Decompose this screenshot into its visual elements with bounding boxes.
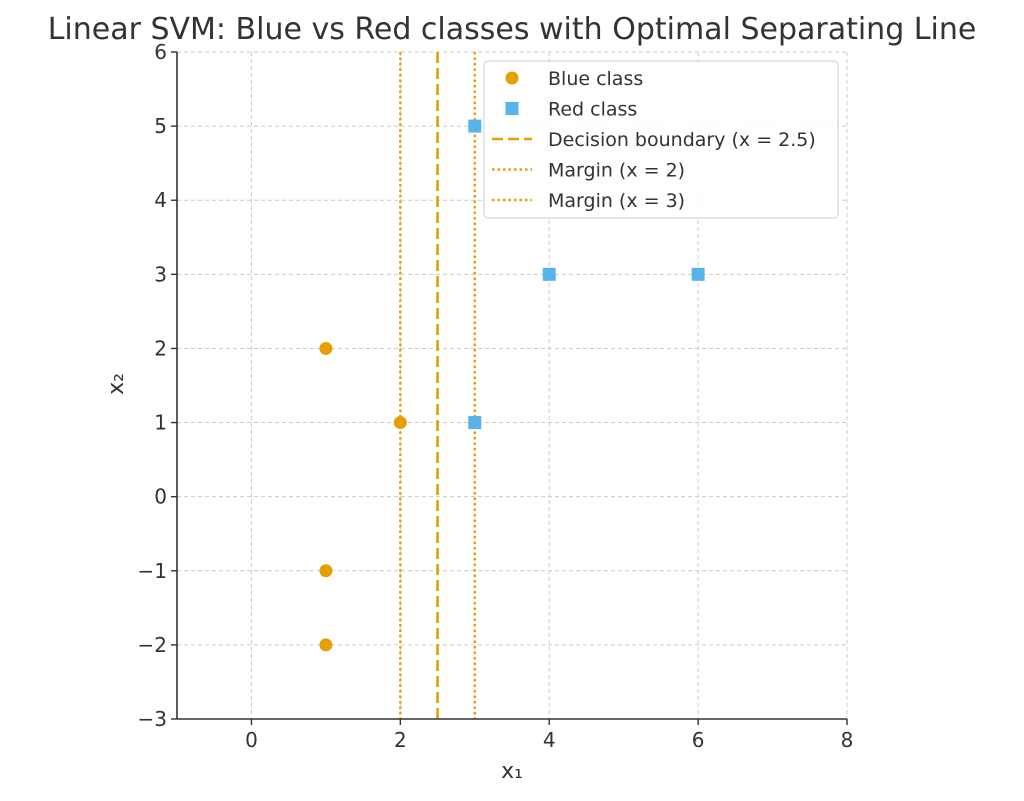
point-circle [319,564,333,578]
reference-lines [399,52,476,719]
y-axis-label: x₂ [104,373,129,395]
y-tick-label: 2 [154,336,167,360]
x-tick-label: 4 [543,728,556,752]
x-tick-label: 8 [841,728,854,752]
point-square [468,119,482,133]
legend-box [483,60,839,219]
point-square [691,267,705,281]
x-tick-label: 6 [692,728,705,752]
y-tick-label: −1 [138,559,167,583]
legend-label: Margin (x = 2) [548,160,685,182]
legend-marker-square [505,102,519,115]
y-tick-label: 4 [154,188,167,212]
y-tick-label: 6 [154,40,167,64]
y-tick-label: 3 [154,262,167,286]
legend-label: Margin (x = 3) [548,190,685,212]
legend: Blue class Red class Decision boundary (x … [483,60,839,219]
x-axis-label: x₁ [501,759,523,784]
y-tick-label: −2 [138,633,167,657]
x-tick-label: 2 [394,728,407,752]
data-points [319,119,705,652]
chart-title: Linear SVM: Blue vs Red classes with Opt… [48,12,977,47]
y-tick-label: 0 [154,485,167,509]
legend-label: Blue class [548,68,643,90]
legend-label: Red class [548,99,637,121]
point-square [542,267,556,281]
x-tick-label: 0 [245,728,258,752]
point-circle [319,638,333,652]
y-tick-label: −3 [138,707,167,731]
point-square [468,416,482,430]
legend-label: Decision boundary (x = 2.5) [548,129,816,151]
axes: 0 2 4 6 8 −3 −2 −1 0 1 2 3 4 5 6 [138,40,854,752]
point-circle [319,341,333,355]
legend-marker-circle [505,71,519,85]
point-circle [393,416,407,430]
y-tick-label: 5 [154,114,167,138]
y-tick-label: 1 [154,411,167,435]
